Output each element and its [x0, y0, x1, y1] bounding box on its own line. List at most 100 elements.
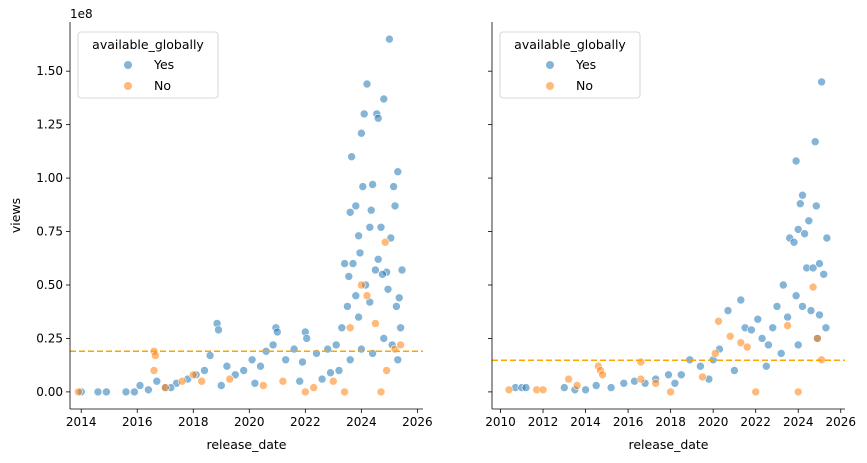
x-tick-label: 2026: [402, 415, 433, 429]
point-yes-32: [795, 199, 805, 208]
point-no-23: [376, 387, 386, 397]
point-no-9: [636, 374, 646, 384]
point-no-15: [736, 338, 746, 348]
point-yes-5: [581, 385, 590, 395]
point-yes-33: [798, 190, 807, 200]
point-yes-21: [747, 325, 756, 335]
point-yes-66: [373, 254, 383, 264]
x-tick-label: 2018: [178, 415, 209, 429]
x-tick-label: 2020: [234, 415, 265, 429]
point-yes-79: [250, 378, 260, 388]
point-yes-40: [354, 231, 363, 241]
y-tick-label: 0.50: [36, 278, 63, 292]
right-scatter-panel: 2010 2012 2014 2016 2018 2020 2022 2024 2026 rele…: [485, 22, 856, 452]
point-yes-29: [302, 334, 312, 343]
point-yes-18: [723, 306, 733, 315]
y-tick-label: 1.25: [36, 118, 63, 132]
point-yes-63: [340, 259, 349, 268]
point-yes-76: [393, 355, 403, 365]
point-yes-6: [591, 381, 601, 390]
point-yes-51: [373, 113, 383, 123]
point-yes-61: [396, 323, 405, 333]
point-yes-26: [772, 302, 782, 311]
point-yes-80: [217, 381, 226, 390]
point-yes-82: [326, 368, 335, 378]
x-tick-label: 2020: [698, 415, 729, 429]
point-yes-20: [256, 361, 265, 371]
point-yes-52: [793, 340, 803, 350]
x-tick-label: 2022: [740, 415, 771, 429]
point-yes-15: [214, 325, 223, 335]
point-yes-42: [819, 269, 829, 279]
point-yes-69: [392, 302, 401, 311]
point-no-21: [666, 387, 675, 397]
point-yes-48: [368, 180, 377, 189]
x-tick-label: 2018: [655, 415, 686, 429]
point-no-5: [177, 376, 187, 386]
legend-box: [499, 31, 641, 99]
point-yes-44: [359, 109, 369, 119]
x-tick-label: 2024: [783, 415, 814, 429]
point-no-16: [742, 342, 752, 352]
point-yes-38: [348, 259, 358, 268]
point-no-20: [396, 340, 405, 350]
y-tick-label: 0.25: [36, 331, 63, 345]
points-layer: [504, 77, 832, 397]
point-yes-4: [130, 387, 139, 397]
point-no-21: [300, 387, 310, 397]
legend-title: available_globally: [92, 37, 204, 52]
point-yes-50: [761, 361, 771, 371]
y-tick-label: 1.00: [36, 171, 63, 185]
point-yes-27: [778, 280, 788, 290]
point-no-0: [74, 387, 83, 397]
legend: available_globally Yes No: [77, 31, 219, 99]
point-yes-55: [385, 34, 394, 44]
point-no-17: [380, 237, 390, 247]
point-yes-49: [821, 323, 831, 333]
point-yes-48: [815, 310, 824, 320]
legend-title: available_globally: [514, 37, 626, 52]
point-no-18: [808, 282, 818, 292]
point-yes-53: [379, 94, 389, 104]
point-yes-37: [808, 263, 818, 273]
point-yes-44: [783, 312, 792, 322]
y-tick-label: 0.75: [36, 225, 63, 239]
point-yes-2: [521, 383, 531, 392]
point-yes-19: [247, 355, 257, 365]
y-offset-label: 1e8: [70, 7, 93, 21]
point-no-3: [149, 366, 159, 375]
point-yes-57: [389, 182, 398, 191]
point-no-11: [309, 383, 319, 392]
legend-label-no: No: [576, 78, 593, 93]
point-yes-51: [776, 349, 786, 358]
point-yes-30: [791, 156, 801, 166]
legend-marker-yes: [546, 61, 554, 69]
point-yes-70: [334, 366, 344, 375]
point-no-4: [572, 381, 582, 390]
point-yes-58: [390, 201, 400, 211]
point-yes-45: [791, 291, 801, 301]
point-yes-3: [559, 383, 569, 392]
point-yes-77: [317, 374, 327, 384]
point-no-19: [813, 334, 822, 343]
legend-box: [77, 31, 219, 99]
point-yes-42: [357, 128, 366, 138]
point-yes-12: [664, 370, 673, 380]
point-yes-67: [378, 269, 387, 279]
point-no-7: [197, 376, 206, 386]
x-tick-label: 2014: [66, 415, 97, 429]
legend-label-yes: Yes: [153, 57, 174, 72]
legend-label-no: No: [154, 78, 171, 93]
point-yes-31: [793, 225, 803, 234]
point-no-4: [161, 383, 170, 392]
point-yes-24: [272, 327, 282, 337]
point-yes-45: [362, 79, 372, 89]
x-axis-label: release_date: [206, 437, 286, 452]
point-no-22: [340, 387, 349, 397]
point-yes-22: [268, 340, 278, 350]
point-yes-7: [152, 376, 162, 386]
point-yes-37: [347, 152, 356, 161]
x-tick-label: 2012: [528, 415, 559, 429]
point-yes-38: [810, 137, 820, 146]
